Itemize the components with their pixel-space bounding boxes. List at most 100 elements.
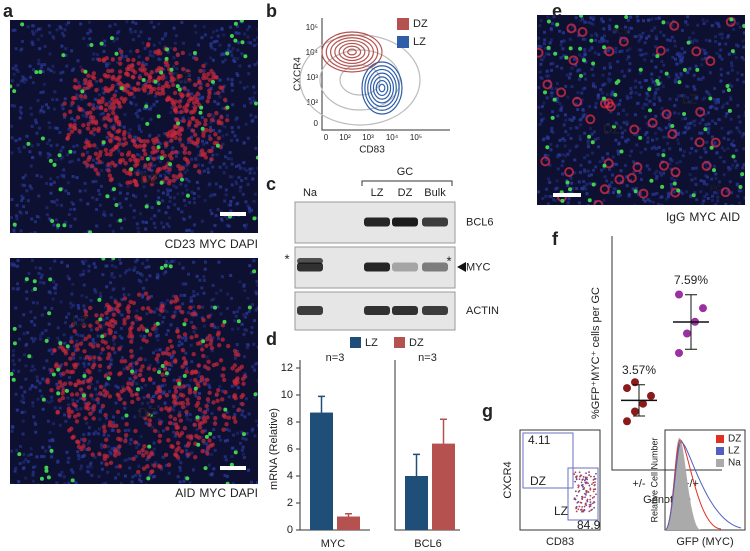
nucleus [185,229,188,232]
nucleus [603,34,606,37]
legend-label: Na [728,458,741,469]
nucleus [53,200,56,203]
nucleus [198,279,201,282]
nucleus [31,30,34,33]
nucleus [20,112,23,115]
nucleus [189,413,192,416]
error-bar [440,419,447,443]
nucleus [579,123,582,126]
x-tick-label: BCL6 [414,538,442,550]
row-label: ACTIN [466,305,499,317]
nucleus [545,188,548,191]
stain [174,150,178,154]
nucleus [155,349,158,352]
nucleus [97,189,100,192]
nucleus [20,386,23,389]
myc-cell [61,53,65,57]
nucleus [577,68,580,71]
stain [185,108,189,112]
nucleus [210,194,213,197]
nucleus [186,418,189,421]
event [595,478,597,480]
nucleus [721,147,724,150]
nucleus [214,449,217,452]
nucleus [587,142,590,145]
stain [166,347,170,351]
stain [216,388,220,392]
legend-swatch [716,447,724,455]
nucleus [253,369,256,372]
nucleus [10,104,13,107]
stain [152,463,156,467]
nucleus [112,421,115,424]
nucleus [15,139,18,142]
nucleus [114,266,117,269]
nucleus [714,40,717,43]
myc-cell [100,334,104,338]
nucleus [30,113,33,116]
stain [169,156,173,160]
stain [215,362,219,366]
event [588,474,590,476]
nucleus [29,387,32,390]
nucleus [131,481,134,484]
nucleus [238,280,241,283]
nucleus [30,337,33,340]
stain [70,129,74,133]
nucleus [222,34,225,37]
nucleus [739,131,742,134]
nucleus [229,26,232,29]
stain [138,67,142,71]
stain [220,337,224,341]
nucleus [203,25,206,28]
event [594,481,596,483]
nucleus [597,97,600,100]
nucleus [34,337,37,340]
stain [129,349,133,353]
nucleus [168,216,171,219]
stain [137,61,141,65]
nucleus [673,179,676,182]
nucleus [56,28,59,31]
myc-cell [118,218,122,222]
nucleus [553,15,556,18]
nucleus [243,33,246,36]
nucleus [717,98,720,101]
nucleus [639,54,642,57]
myc-cell [237,319,241,323]
legend-label: DZ [728,434,741,445]
nucleus [158,368,161,371]
myc-cell [47,475,51,479]
stain [219,115,223,119]
nucleus [562,137,565,140]
nucleus [60,45,63,48]
myc-cell [602,97,606,101]
stain [240,402,244,406]
nucleus [230,158,233,161]
nucleus [677,142,680,145]
nucleus [600,169,603,172]
stain [88,143,92,147]
nucleus [55,98,58,101]
nucleus [623,75,626,78]
stain [118,57,122,61]
nucleus [246,85,249,88]
nucleus [650,73,653,76]
nucleus [541,197,544,200]
nucleus [134,30,137,33]
event [591,509,593,511]
nucleus [17,480,20,483]
nucleus [564,144,567,147]
nucleus [88,426,91,429]
myc-cell [211,80,215,84]
event [586,481,588,483]
nucleus [673,104,676,107]
nucleus [232,482,235,485]
nucleus [742,80,745,83]
nucleus [242,446,245,449]
nucleus [154,226,157,229]
nucleus [72,175,75,178]
nucleus [179,469,182,472]
nucleus [114,23,117,26]
stain [198,86,202,90]
